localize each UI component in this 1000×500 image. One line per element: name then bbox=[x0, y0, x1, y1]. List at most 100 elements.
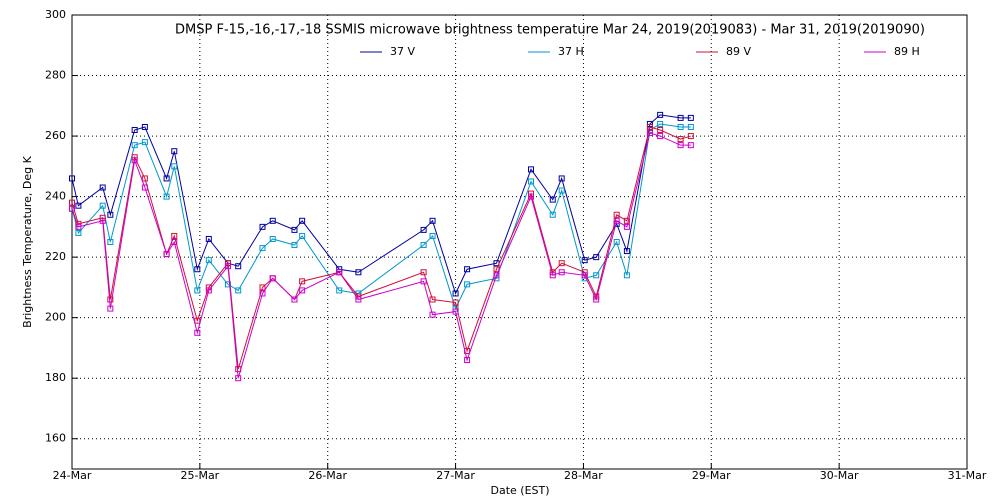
point-marker bbox=[171, 232, 178, 239]
point-marker bbox=[141, 139, 148, 146]
series-line bbox=[71, 114, 691, 295]
point-marker bbox=[623, 217, 630, 224]
point-marker bbox=[657, 127, 664, 134]
chart-title: DMSP F-15,-16,-17,-18 SSMIS microwave br… bbox=[175, 23, 925, 38]
legend-label: 89 V bbox=[726, 45, 751, 58]
y-axis-label: Brightness Temperature, Deg K bbox=[21, 155, 34, 327]
point-marker bbox=[581, 257, 588, 264]
point-marker bbox=[224, 263, 231, 270]
point-marker bbox=[194, 287, 201, 294]
x-tick-label: 31-Mar bbox=[948, 469, 987, 482]
point-marker bbox=[593, 254, 600, 261]
point-marker bbox=[259, 223, 266, 230]
point-marker bbox=[355, 269, 362, 276]
point-marker bbox=[107, 296, 114, 303]
point-marker bbox=[549, 196, 556, 203]
point-marker bbox=[291, 296, 298, 303]
point-marker bbox=[464, 357, 471, 364]
legend-label: 37 V bbox=[390, 45, 415, 58]
point-marker bbox=[99, 217, 106, 224]
point-marker bbox=[291, 226, 298, 233]
point-marker bbox=[131, 157, 138, 164]
point-marker bbox=[171, 239, 178, 245]
y-tick-label: 260 bbox=[45, 129, 66, 142]
point-marker bbox=[69, 199, 75, 206]
point-marker bbox=[528, 166, 535, 173]
point-marker bbox=[299, 217, 306, 224]
point-marker bbox=[107, 305, 114, 312]
point-marker bbox=[235, 263, 242, 270]
point-marker bbox=[194, 266, 201, 273]
point-marker bbox=[677, 114, 684, 121]
point-marker bbox=[69, 175, 75, 182]
point-marker bbox=[613, 217, 620, 224]
point-marker bbox=[528, 193, 535, 200]
y-tick-label: 160 bbox=[45, 432, 66, 445]
series-line bbox=[71, 123, 691, 310]
point-marker bbox=[677, 136, 684, 143]
point-marker bbox=[75, 223, 82, 230]
point-marker bbox=[269, 275, 276, 282]
y-tick-label: 240 bbox=[45, 190, 66, 203]
point-marker bbox=[429, 232, 436, 239]
point-marker bbox=[235, 375, 242, 382]
point-marker bbox=[107, 239, 114, 245]
x-tick-label: 24-Mar bbox=[53, 469, 92, 482]
point-marker bbox=[235, 287, 242, 294]
x-tick-label: 25-Mar bbox=[180, 469, 219, 482]
point-marker bbox=[75, 202, 82, 209]
y-tick-label: 200 bbox=[45, 311, 66, 324]
series-line bbox=[71, 132, 691, 379]
point-marker bbox=[299, 232, 306, 239]
point-marker bbox=[657, 120, 664, 127]
point-marker bbox=[163, 251, 170, 258]
point-marker bbox=[171, 148, 178, 155]
point-marker bbox=[558, 260, 565, 267]
point-marker bbox=[623, 272, 630, 279]
point-marker bbox=[613, 211, 620, 218]
point-marker bbox=[131, 142, 138, 149]
point-marker bbox=[452, 308, 459, 315]
point-marker bbox=[355, 296, 362, 303]
point-marker bbox=[593, 272, 600, 279]
point-marker bbox=[558, 187, 565, 194]
point-marker bbox=[107, 211, 114, 218]
point-marker bbox=[429, 311, 436, 318]
point-marker bbox=[99, 184, 106, 191]
point-marker bbox=[593, 296, 600, 303]
point-marker bbox=[420, 278, 427, 285]
y-tick-label: 180 bbox=[45, 371, 66, 384]
point-marker bbox=[269, 217, 276, 224]
point-marker bbox=[493, 272, 500, 279]
point-marker bbox=[259, 290, 266, 297]
point-marker bbox=[336, 287, 343, 294]
point-marker bbox=[299, 278, 306, 285]
point-marker bbox=[75, 229, 82, 236]
point-marker bbox=[549, 272, 556, 279]
point-marker bbox=[464, 266, 471, 273]
legend-label: 89 H bbox=[894, 45, 920, 58]
point-marker bbox=[205, 257, 212, 264]
point-marker bbox=[141, 184, 148, 191]
x-tick-label: 30-Mar bbox=[820, 469, 859, 482]
point-marker bbox=[646, 123, 653, 130]
x-axis-label: Date (EST) bbox=[490, 484, 549, 497]
point-marker bbox=[269, 235, 276, 242]
point-marker bbox=[420, 242, 427, 249]
point-marker bbox=[163, 175, 170, 182]
point-marker bbox=[194, 329, 201, 336]
point-marker bbox=[452, 305, 459, 312]
point-marker bbox=[687, 133, 694, 140]
point-marker bbox=[99, 214, 106, 221]
point-marker bbox=[205, 235, 212, 242]
y-tick-label: 280 bbox=[45, 69, 66, 82]
point-marker bbox=[528, 178, 535, 185]
point-marker bbox=[452, 299, 459, 306]
point-marker bbox=[687, 142, 694, 149]
point-marker bbox=[687, 114, 694, 121]
point-marker bbox=[581, 272, 588, 279]
point-marker bbox=[623, 223, 630, 230]
point-marker bbox=[336, 269, 343, 276]
point-marker bbox=[194, 317, 201, 324]
